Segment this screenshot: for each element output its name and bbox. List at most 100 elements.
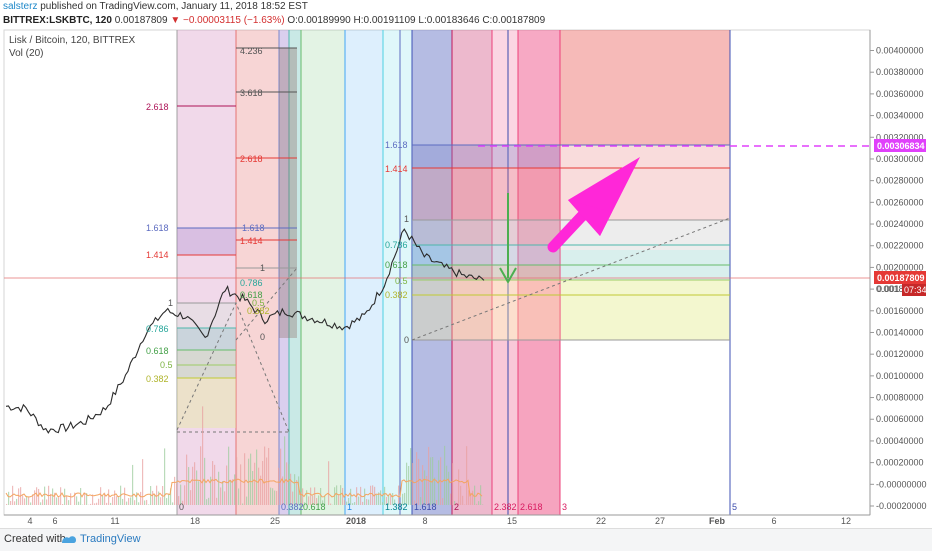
y-tick-label: 0.00300000 bbox=[876, 154, 924, 164]
tz-label-2618: 2.618 bbox=[520, 502, 543, 512]
volume-bar bbox=[172, 502, 173, 505]
bar-countdown: 07:34 bbox=[904, 285, 927, 295]
volume-bar bbox=[16, 499, 17, 505]
volume-bar bbox=[94, 503, 95, 505]
volume-bar bbox=[134, 500, 135, 505]
tz-label-3: 3 bbox=[562, 502, 567, 512]
volume-bar bbox=[476, 504, 477, 505]
volume-bar bbox=[270, 488, 271, 505]
volume-bar bbox=[244, 453, 245, 505]
y-tick-label: -0.00020000 bbox=[876, 501, 927, 511]
volume-bar bbox=[138, 502, 139, 505]
volume-legend: Vol (20) bbox=[9, 48, 43, 59]
volume-bar bbox=[216, 498, 217, 505]
y-tick-label: 0.00080000 bbox=[876, 393, 924, 403]
volume-bar bbox=[358, 497, 359, 505]
volume-bar bbox=[100, 487, 101, 505]
y-tick-label: 0.00040000 bbox=[876, 436, 924, 446]
volume-bar bbox=[228, 447, 229, 505]
volume-bar bbox=[36, 487, 37, 505]
volume-bar bbox=[424, 470, 425, 505]
fib-label-b-1: 1 bbox=[260, 263, 265, 273]
volume-bar bbox=[462, 496, 463, 505]
y-tick-label: 0.00260000 bbox=[876, 197, 924, 207]
volume-bar bbox=[18, 488, 19, 505]
volume-bar bbox=[24, 498, 25, 505]
tradingview-link[interactable]: TradingView bbox=[80, 533, 141, 545]
volume-bar bbox=[62, 504, 63, 505]
volume-bar bbox=[238, 488, 239, 505]
fib-label-c-1414: 1.414 bbox=[385, 164, 408, 174]
fib-label-b-0786: 0.786 bbox=[240, 278, 263, 288]
author-link[interactable]: salsterz bbox=[3, 1, 37, 12]
y-tick-label: -0.00000000 bbox=[876, 479, 927, 489]
fib-label-c-0: 0 bbox=[404, 335, 409, 345]
volume-bar bbox=[190, 490, 191, 505]
volume-bar bbox=[66, 496, 67, 505]
volume-bar bbox=[6, 504, 7, 505]
volume-bar bbox=[118, 496, 119, 505]
y-tick-label: 0.00100000 bbox=[876, 371, 924, 381]
y-tick-label: 0.00280000 bbox=[876, 176, 924, 186]
volume-bar bbox=[58, 496, 59, 505]
volume-bar bbox=[422, 465, 423, 505]
volume-bar bbox=[186, 455, 187, 505]
volume-bar bbox=[122, 499, 123, 505]
volume-bar bbox=[114, 491, 115, 505]
volume-bar bbox=[448, 472, 449, 505]
volume-bar bbox=[274, 491, 275, 505]
x-tick-label: 6 bbox=[52, 516, 57, 526]
footer-bar: Created with TradingView bbox=[0, 528, 932, 551]
volume-bar bbox=[68, 500, 69, 505]
volume-bar bbox=[434, 478, 435, 505]
volume-bar bbox=[474, 486, 475, 505]
volume-bar bbox=[234, 474, 235, 505]
volume-bar bbox=[198, 481, 199, 505]
volume-bar bbox=[458, 469, 459, 505]
volume-bar bbox=[146, 500, 147, 505]
volume-bar bbox=[408, 466, 409, 505]
chart-title: Lisk / Bitcoin, 120, BITTREX bbox=[9, 35, 135, 46]
volume-bar bbox=[220, 487, 221, 505]
volume-bar bbox=[256, 450, 257, 505]
volume-bar bbox=[482, 504, 483, 505]
y-tick-label: 0.00220000 bbox=[876, 241, 924, 251]
volume-bar bbox=[428, 447, 429, 505]
fib-label-b-0: 0 bbox=[260, 332, 265, 342]
volume-bar bbox=[250, 454, 251, 505]
volume-bar bbox=[128, 498, 129, 505]
tz-label-1: 1 bbox=[347, 502, 352, 512]
volume-bar bbox=[276, 491, 277, 505]
volume-bar bbox=[202, 406, 203, 505]
volume-bar bbox=[184, 485, 185, 505]
volume-bar bbox=[10, 501, 11, 505]
volume-bar bbox=[176, 483, 177, 505]
volume-bar bbox=[330, 504, 331, 505]
fib-label-b-2618: 2.618 bbox=[240, 154, 263, 164]
x-tick-label: 4 bbox=[27, 516, 32, 526]
volume-bar bbox=[14, 501, 15, 505]
fib-label-c-1: 1 bbox=[404, 214, 409, 224]
volume-bar bbox=[328, 461, 329, 505]
tz-label-2382: 2.382 bbox=[494, 502, 517, 512]
volume-bar bbox=[168, 494, 169, 505]
volume-bar bbox=[78, 502, 79, 505]
volume-bar bbox=[30, 502, 31, 505]
volume-bar bbox=[368, 500, 369, 505]
tz-label-0382: 0.382 bbox=[281, 502, 304, 512]
volume-bar bbox=[152, 491, 153, 505]
y-tick-label: 0.00140000 bbox=[876, 327, 924, 337]
fib-label-a-0786: 0.786 bbox=[146, 324, 169, 334]
published-info: published on TradingView.com, January 11… bbox=[40, 1, 308, 12]
price-chart[interactable]: 2.618 1.618 1.414 1 0.786 0.618 0.5 0.38… bbox=[0, 28, 932, 528]
volume-bar bbox=[76, 496, 77, 505]
volume-bar bbox=[124, 488, 125, 505]
x-tick-label: 27 bbox=[655, 516, 665, 526]
x-tick-label: 18 bbox=[190, 516, 200, 526]
tz-label-0618: 0.618 bbox=[303, 502, 326, 512]
current-price-partial: 0.001 bbox=[877, 284, 900, 294]
volume-bar bbox=[294, 474, 295, 505]
fib-label-a-1618: 1.618 bbox=[146, 223, 169, 233]
volume-bar bbox=[132, 465, 133, 505]
